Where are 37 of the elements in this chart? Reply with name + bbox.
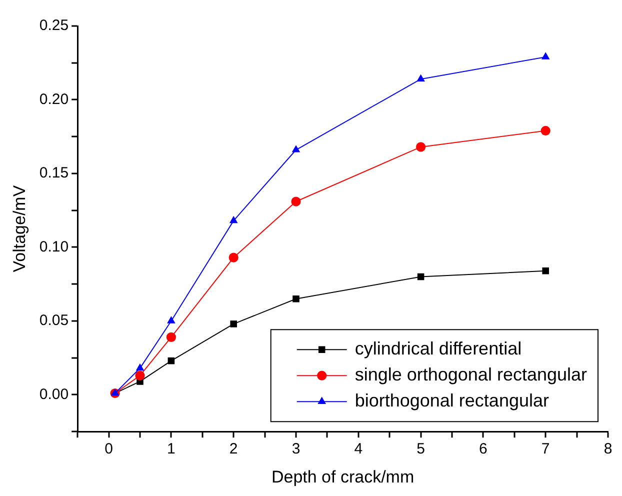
x-tick-label: 0 (104, 440, 113, 458)
y-tick-label: 0.00 (39, 386, 69, 403)
y-tick-label: 0.25 (39, 17, 69, 34)
x-tick-label: 5 (416, 440, 425, 458)
x-tick-label: 8 (604, 440, 612, 458)
point (230, 320, 237, 328)
y-tick-label: 0.15 (39, 164, 69, 182)
y-tick-label: 0.05 (39, 312, 69, 330)
point (135, 370, 145, 380)
x-tick-label: 6 (479, 440, 488, 458)
point (416, 74, 425, 82)
point (229, 216, 238, 224)
x-axis-title: Depth of crack/mm (271, 467, 414, 486)
legend-label: cylindrical differential (354, 338, 522, 359)
point (292, 145, 300, 152)
legend-label: single orthogonal rectangular (354, 364, 588, 385)
x-tick-label: 2 (229, 440, 238, 458)
point (540, 126, 550, 136)
point (292, 295, 300, 302)
x-tick-label: 7 (541, 440, 550, 458)
point (416, 142, 426, 152)
point (417, 273, 424, 280)
y-tick-label: 0.10 (39, 238, 69, 256)
y-tick-label: 0.20 (39, 90, 69, 108)
x-tick-label: 4 (354, 440, 363, 458)
point (542, 267, 549, 274)
x-tick-label: 3 (292, 440, 300, 458)
point (541, 52, 550, 60)
point (228, 252, 238, 262)
point (291, 196, 301, 206)
y-axis-title: Voltage/mV (10, 184, 29, 272)
point (136, 363, 144, 371)
point (167, 316, 176, 324)
legend-label: biorthogonal rectangular (354, 390, 549, 411)
point (166, 332, 176, 342)
x-tick-label: 1 (167, 440, 176, 458)
point (168, 357, 175, 364)
